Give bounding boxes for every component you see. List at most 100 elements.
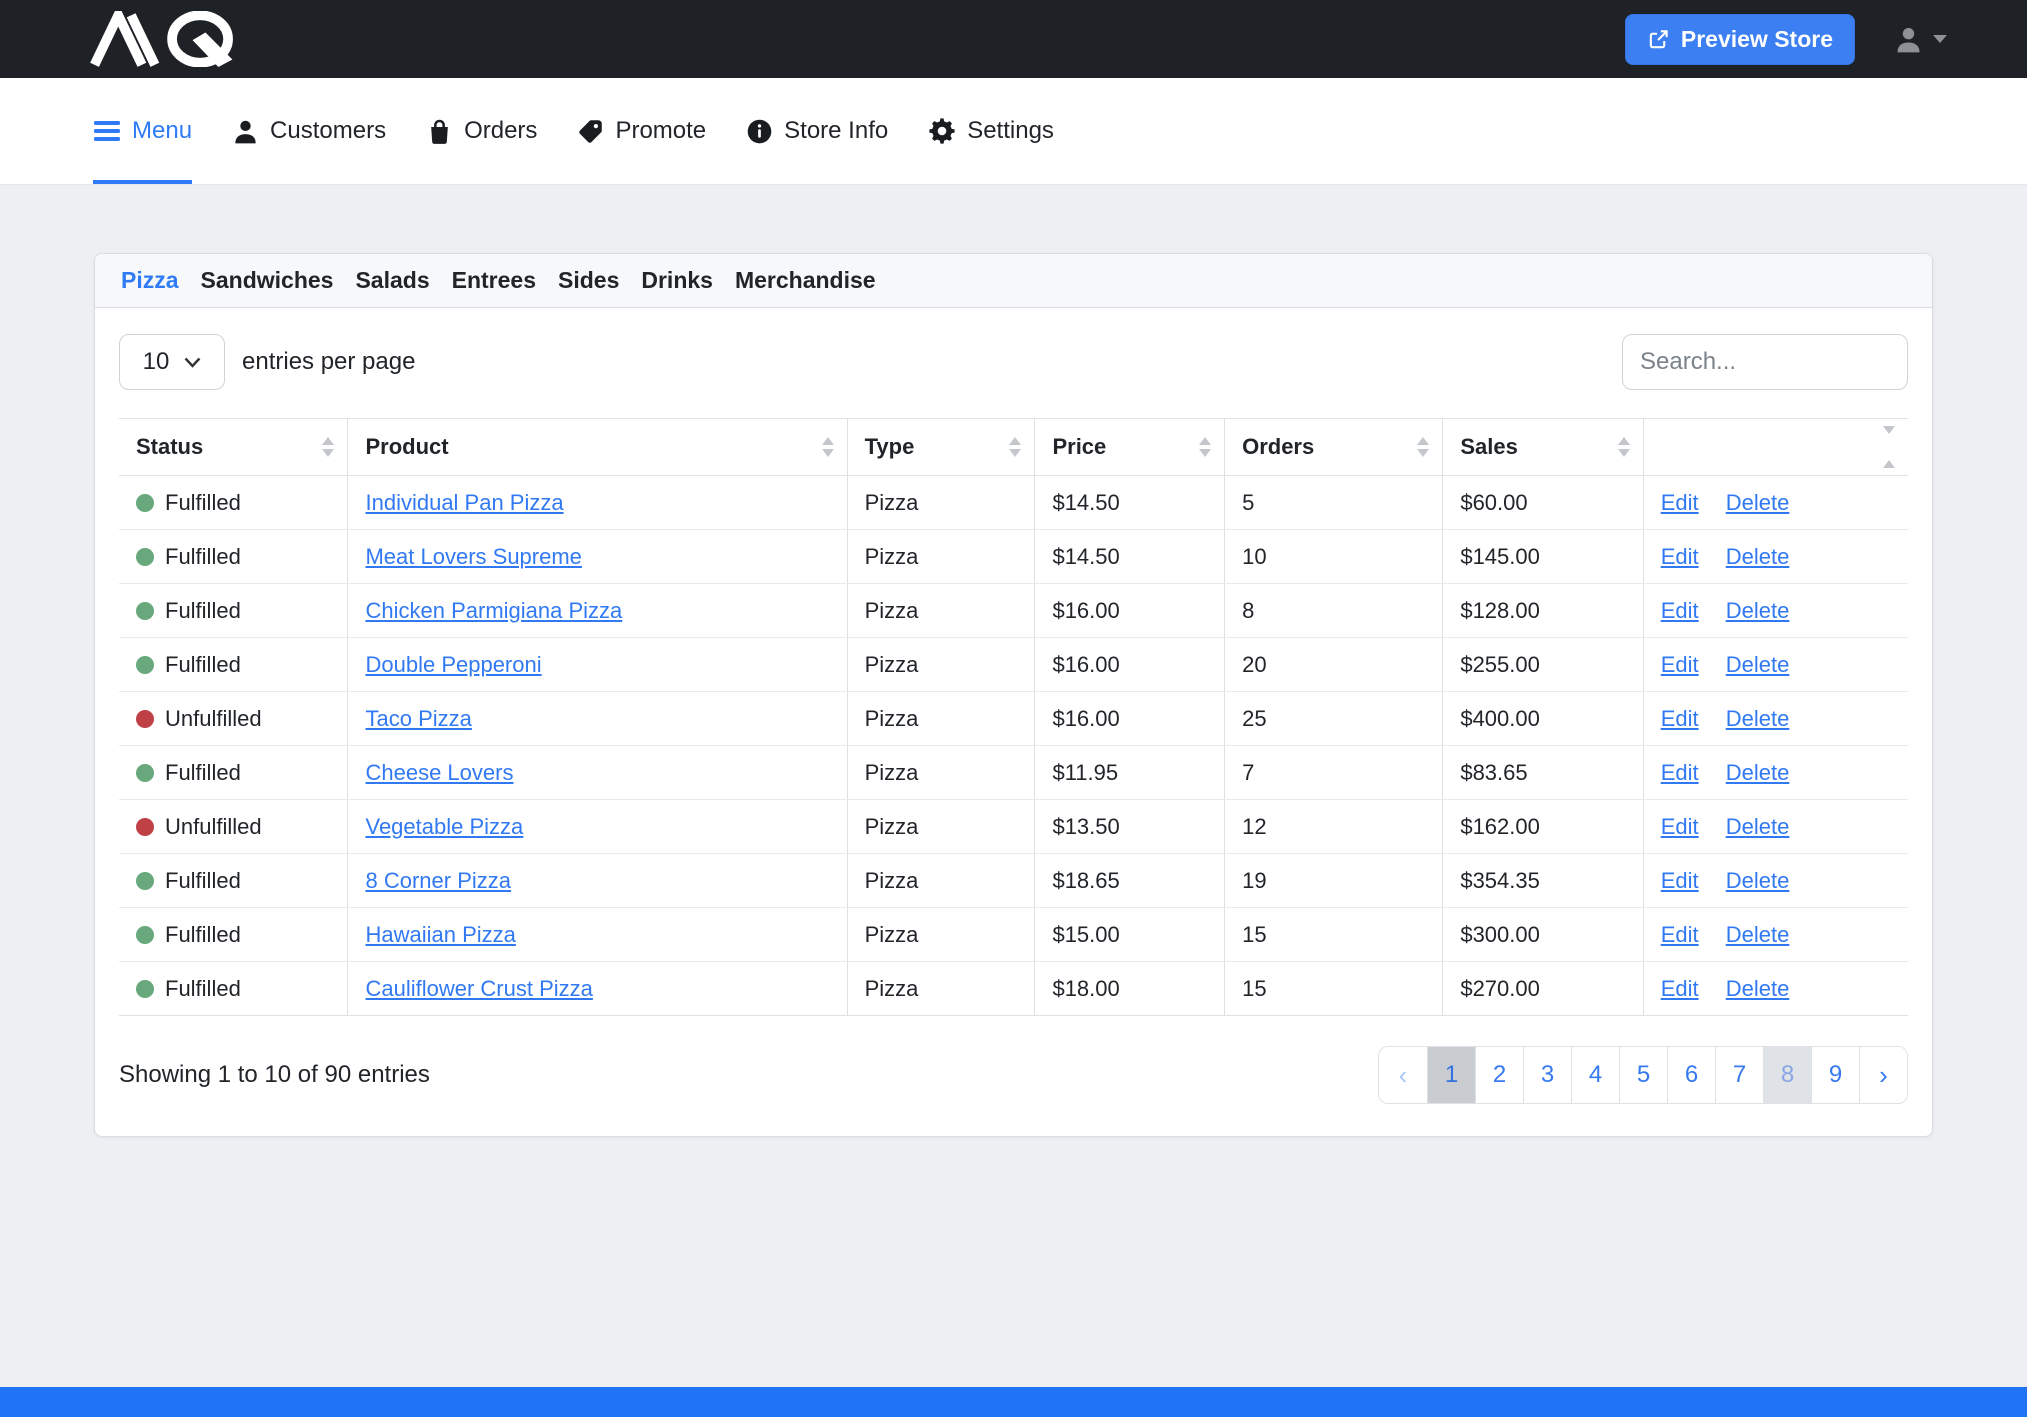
tab-sides[interactable]: Sides [558,267,620,293]
nav-item-label: Store Info [784,117,889,144]
type-cell: Pizza [846,745,1035,800]
entries-per-page-select[interactable]: 10 [119,334,225,390]
sales-cell: $128.00 [1442,583,1644,638]
tab-sandwiches[interactable]: Sandwiches [200,267,334,293]
edit-link[interactable]: Edit [1660,975,1699,1001]
product-link[interactable]: Chicken Parmigiana Pizza [365,597,623,623]
product-link[interactable]: Taco Pizza [365,705,472,731]
product-link[interactable]: Cauliflower Crust Pizza [365,975,593,1001]
product-link[interactable]: Meat Lovers Supreme [365,543,582,569]
tab-salads[interactable]: Salads [355,267,430,293]
table-row: Unfulfilled Taco Pizza Pizza $16.00 25 $… [119,691,1908,746]
type-cell: Pizza [846,475,1035,530]
sort-icon[interactable] [1199,437,1212,457]
nav-item-menu[interactable]: Menu [93,78,193,184]
table-row: Unfulfilled Vegetable Pizza Pizza $13.50… [119,799,1908,854]
page-button-3[interactable]: 3 [1523,1047,1571,1103]
page-button-7[interactable]: 7 [1715,1047,1763,1103]
column-header-status[interactable]: Status [119,418,348,476]
delete-link[interactable]: Delete [1725,651,1790,677]
page-button-5[interactable]: 5 [1619,1047,1667,1103]
table-controls: 10 entries per page [119,334,1908,390]
nav-item-label: Promote [615,117,707,144]
price-cell: $14.50 [1034,475,1225,530]
edit-link[interactable]: Edit [1660,705,1699,731]
page-button-6[interactable]: 6 [1667,1047,1715,1103]
sort-icon[interactable] [1617,437,1630,457]
price-cell: $15.00 [1034,907,1225,962]
page-button-2[interactable]: 2 [1475,1047,1523,1103]
nav-item-settings[interactable]: Settings [928,78,1054,184]
search-input[interactable] [1622,334,1908,390]
delete-link[interactable]: Delete [1725,813,1790,839]
page-button-4[interactable]: 4 [1571,1047,1619,1103]
column-header-type[interactable]: Type [846,418,1035,476]
orders-cell: 5 [1224,475,1443,530]
column-header-product[interactable]: Product [347,418,848,476]
delete-link[interactable]: Delete [1725,543,1790,569]
table-row: Fulfilled Cheese Lovers Pizza $11.95 7 $… [119,745,1908,800]
tab-merchandise[interactable]: Merchandise [734,267,876,293]
app-logo[interactable] [90,11,252,67]
table-footer: Showing 1 to 10 of 90 entries ‹ 1 2 3 4 5 6 7 8 9… [119,1046,1908,1104]
nav-item-store-info[interactable]: Store Info [746,78,888,184]
tab-entrees[interactable]: Entrees [451,267,536,293]
sort-icon[interactable] [1417,437,1430,457]
account-menu[interactable] [1893,24,1947,55]
delete-link[interactable]: Delete [1725,759,1790,785]
page-button-1[interactable]: 1 [1427,1047,1475,1103]
status-dot [136,925,154,944]
delete-link[interactable]: Delete [1725,705,1790,731]
sort-icon[interactable] [1009,437,1022,457]
hamburger-icon [93,118,121,144]
column-header-actions[interactable] [1642,418,1908,476]
page-button-9[interactable]: 9 [1811,1047,1859,1103]
product-link[interactable]: Hawaiian Pizza [365,921,516,947]
nav-item-orders[interactable]: Orders [426,78,537,184]
sort-icon[interactable] [1883,426,1895,468]
bag-icon [426,118,453,145]
orders-cell: 12 [1224,799,1443,854]
page-prev-button[interactable]: ‹ [1379,1047,1427,1103]
price-cell: $13.50 [1034,799,1225,854]
edit-link[interactable]: Edit [1660,543,1699,569]
nav-item-promote[interactable]: Promote [577,78,706,184]
delete-link[interactable]: Delete [1725,921,1790,947]
delete-link[interactable]: Delete [1725,975,1790,1001]
edit-link[interactable]: Edit [1660,759,1699,785]
edit-link[interactable]: Edit [1660,651,1699,677]
edit-link[interactable]: Edit [1660,813,1699,839]
status-dot [136,655,154,674]
info-icon [746,118,773,145]
type-cell: Pizza [846,583,1035,638]
edit-link[interactable]: Edit [1660,921,1699,947]
product-link[interactable]: Cheese Lovers [365,759,514,785]
edit-link[interactable]: Edit [1660,867,1699,893]
sort-icon[interactable] [322,437,335,457]
category-tabs: Pizza Sandwiches Salads Entrees Sides Drinks M… [95,254,1932,308]
table-row: Fulfilled Double Pepperoni Pizza $16.00 … [119,637,1908,692]
product-link[interactable]: Individual Pan Pizza [365,489,564,515]
orders-cell: 15 [1224,907,1443,962]
column-header-price[interactable]: Price [1034,418,1225,476]
delete-link[interactable]: Delete [1725,597,1790,623]
edit-link[interactable]: Edit [1660,597,1699,623]
chevron-down-icon [184,357,201,368]
product-link[interactable]: Vegetable Pizza [365,813,524,839]
delete-link[interactable]: Delete [1725,867,1790,893]
column-header-orders[interactable]: Orders [1224,418,1443,476]
page-next-button[interactable]: › [1859,1047,1907,1103]
tab-drinks[interactable]: Drinks [641,267,713,293]
nav-item-customers[interactable]: Customers [232,78,386,184]
preview-store-button[interactable]: Preview Store [1624,13,1855,65]
column-header-sales[interactable]: Sales [1442,418,1644,476]
sort-icon[interactable] [821,437,834,457]
price-cell: $16.00 [1034,691,1225,746]
product-link[interactable]: 8 Corner Pizza [365,867,511,893]
product-link[interactable]: Double Pepperoni [365,651,542,677]
delete-link[interactable]: Delete [1725,489,1790,515]
type-cell: Pizza [846,529,1035,584]
tab-pizza[interactable]: Pizza [121,267,179,293]
page-button-8[interactable]: 8 [1763,1047,1811,1103]
edit-link[interactable]: Edit [1660,489,1699,515]
